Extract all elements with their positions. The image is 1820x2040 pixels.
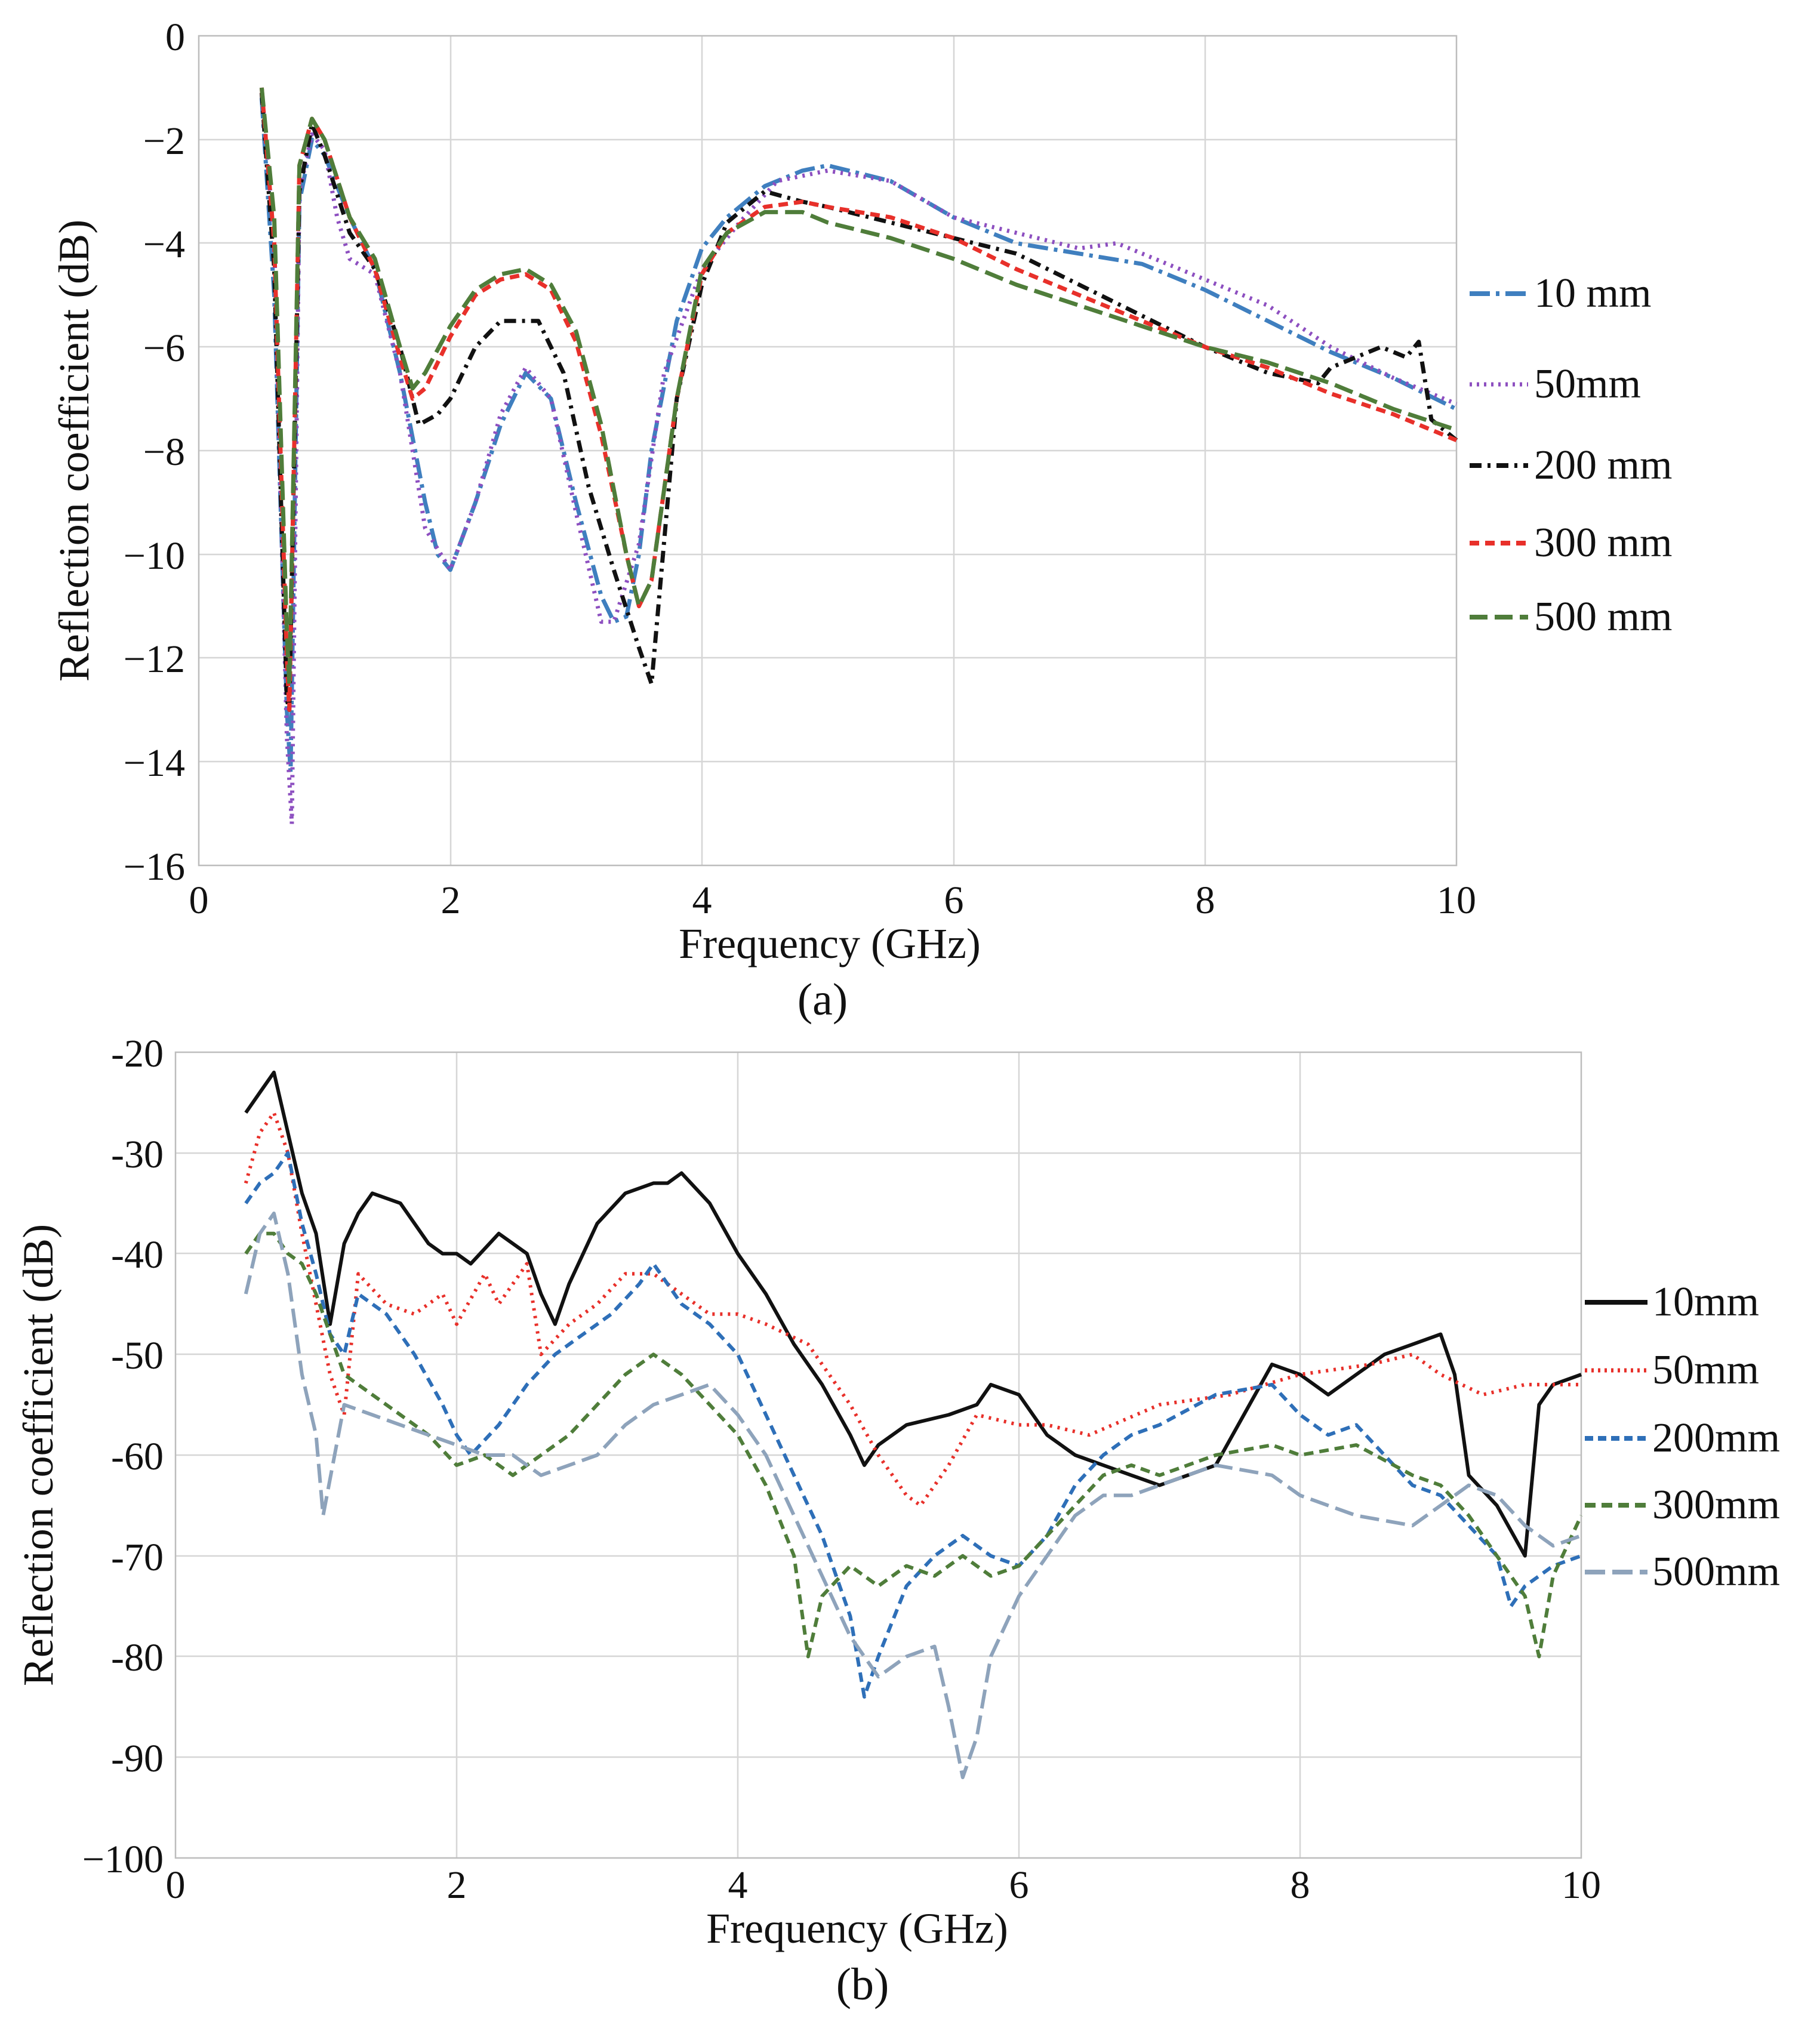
panel-a-series-line-200mm [259, 93, 1458, 712]
panel-b-ytick: −100 [82, 1838, 164, 1881]
panel-a-xtick: 0 [189, 879, 209, 922]
panel-a-legend: 10 mm 50mm 200 mm 300 mm 500 mm [1470, 270, 1672, 640]
legend-label-b-200mm: 200mm [1652, 1415, 1780, 1461]
panel-b-series-line-10mm [244, 1070, 1582, 1558]
panel-b-ytick: -70 [111, 1536, 164, 1579]
panel-b-legend: 10mm 50mm 200mm 300mm 500mm [1585, 1279, 1780, 1595]
panel-b-xtick: 0 [166, 1863, 186, 1907]
panel-a-x-axis-label: Frequency (GHz) [679, 920, 981, 967]
legend-label-300mm: 300 mm [1534, 520, 1672, 566]
panel-a-xtick: 4 [692, 879, 712, 922]
panel-a-xtick: 8 [1196, 879, 1215, 922]
legend-label-b-500mm: 500mm [1652, 1549, 1780, 1595]
panel-b-xtick: 2 [447, 1863, 467, 1907]
panel-a-caption: (a) [797, 975, 848, 1025]
panel-a-ytick: −8 [143, 430, 185, 474]
panel-a-series-line-300mm [259, 87, 1458, 712]
panel-a-series-line-500mm [259, 87, 1458, 686]
legend-label-500mm: 500 mm [1534, 594, 1672, 640]
panel-b-ytick: -30 [111, 1133, 164, 1176]
panel-b-y-ticks: -20 -30 -40 -50 -60 -70 -80 -90 −100 [82, 1032, 164, 1881]
panel-b-xtick: 8 [1291, 1863, 1310, 1907]
panel-a-y-axis-label: Reflection coefficient (dB) [50, 220, 98, 682]
panel-b-ytick: -90 [111, 1737, 164, 1780]
panel-a-ytick: −4 [143, 223, 185, 266]
panel-b-series-line-200mm [244, 1151, 1582, 1699]
panel-b-x-axis-label: Frequency (GHz) [706, 1905, 1008, 1952]
panel-a-ytick: −6 [143, 326, 185, 370]
legend-label-b-10mm: 10mm [1652, 1279, 1759, 1325]
panel-a-ytick: −12 [124, 637, 185, 681]
legend-label-200mm: 200 mm [1534, 442, 1672, 488]
panel-b-series-line-50mm [244, 1111, 1581, 1508]
panel-a-ytick: −16 [124, 845, 185, 889]
panel-a-plot-frame [198, 35, 1458, 867]
panel-a-y-ticks: 0 −2 −4 −6 −8 −10 −12 −14 −16 [124, 16, 185, 889]
panel-b-x-ticks: 0 2 4 6 8 10 [166, 1863, 1602, 1907]
panel-b-xtick: 6 [1009, 1863, 1029, 1907]
panel-a-series-line-50mm [259, 87, 1458, 826]
panel-b: -20 -30 -40 -50 -60 -70 -80 -90 −100 0 2… [14, 1032, 1780, 2010]
legend-label-b-50mm: 50mm [1652, 1347, 1759, 1393]
legend-label-10mm: 10 mm [1534, 270, 1651, 316]
legend-label-50mm: 50mm [1534, 361, 1641, 407]
panel-b-xtick: 10 [1562, 1863, 1601, 1907]
panel-b-plot-frame [174, 1051, 1582, 1859]
panel-b-y-axis-label: Reflection coefficient (dB) [14, 1224, 62, 1686]
panel-a-xtick: 10 [1437, 879, 1476, 922]
panel-b-series-line-500mm [244, 1212, 1582, 1779]
panel-a-ytick: 0 [165, 16, 185, 59]
panel-a-xtick: 6 [944, 879, 964, 922]
panel-a-series-line-10mm [259, 98, 1458, 775]
panel-b-ytick: -20 [111, 1032, 164, 1076]
panel-a-ytick: −2 [143, 119, 185, 163]
panel-b-ytick: -40 [111, 1233, 164, 1277]
panel-a: 0 −2 −4 −6 −8 −10 −12 −14 −16 0 2 4 6 8 … [50, 16, 1672, 1025]
panel-b-ytick: -80 [111, 1636, 164, 1680]
panel-a-x-ticks: 0 2 4 6 8 10 [189, 879, 1477, 922]
panel-a-ytick: −14 [124, 741, 185, 785]
panel-b-series-line-300mm [244, 1231, 1583, 1659]
panel-a-ytick: −10 [124, 534, 185, 578]
panel-b-ytick: -50 [111, 1334, 164, 1378]
panel-b-series-group [244, 1070, 1583, 1779]
legend-label-b-300mm: 300mm [1652, 1482, 1780, 1528]
panel-a-xtick: 2 [441, 879, 461, 922]
panel-b-xtick: 4 [728, 1863, 748, 1907]
panel-b-caption: (b) [836, 1959, 889, 2010]
panel-a-series-group [259, 87, 1458, 826]
panel-a-grid [199, 36, 1456, 865]
panel-b-ytick: -60 [111, 1435, 164, 1478]
